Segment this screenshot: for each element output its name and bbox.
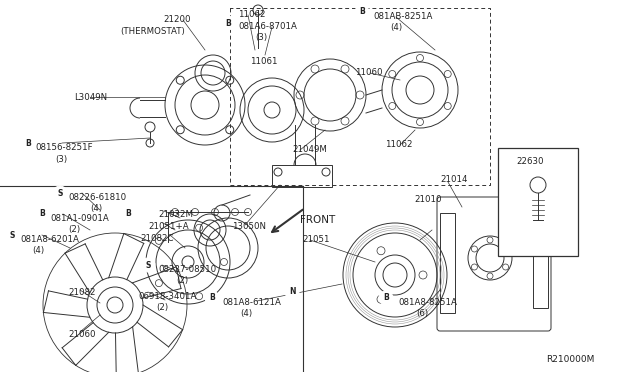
Text: 08226-61810: 08226-61810 [68, 193, 126, 202]
Text: 22630: 22630 [516, 157, 543, 166]
Text: (2): (2) [68, 225, 80, 234]
Text: (3): (3) [55, 155, 67, 164]
Text: (4): (4) [390, 23, 402, 32]
Text: 21060: 21060 [68, 330, 95, 339]
Text: B: B [225, 19, 231, 28]
Text: B: B [209, 294, 215, 302]
Text: 21082C: 21082C [140, 234, 173, 243]
Circle shape [141, 258, 155, 272]
Circle shape [205, 291, 219, 305]
Text: S: S [10, 231, 15, 240]
Circle shape [21, 136, 35, 150]
Text: FRONT: FRONT [300, 215, 335, 225]
Text: L3049N: L3049N [74, 93, 107, 102]
Text: (2): (2) [176, 276, 188, 285]
Text: 11062: 11062 [385, 140, 413, 149]
Circle shape [379, 291, 393, 305]
Text: N: N [289, 288, 295, 296]
Text: 081A1-0901A: 081A1-0901A [50, 214, 109, 223]
Text: (4): (4) [32, 246, 44, 255]
Text: 06918-3401A: 06918-3401A [138, 292, 196, 301]
Text: B: B [383, 294, 389, 302]
FancyBboxPatch shape [437, 197, 551, 331]
Text: (6): (6) [416, 309, 428, 318]
Text: 21051: 21051 [302, 235, 330, 244]
FancyBboxPatch shape [272, 165, 332, 187]
Text: B: B [39, 209, 45, 218]
Bar [498, 148, 578, 256]
Circle shape [53, 186, 67, 200]
Circle shape [5, 228, 19, 242]
Text: 081A8-8251A: 081A8-8251A [398, 298, 457, 307]
Circle shape [221, 16, 235, 30]
Text: B: B [25, 138, 31, 148]
Text: 13050N: 13050N [232, 222, 266, 231]
Text: 21010: 21010 [414, 195, 442, 204]
Text: (2): (2) [156, 303, 168, 312]
Text: B: B [125, 209, 131, 218]
Text: (THERMOSTAT): (THERMOSTAT) [120, 27, 185, 36]
Text: (4): (4) [240, 309, 252, 318]
Text: (4): (4) [90, 204, 102, 213]
Circle shape [285, 285, 299, 299]
Circle shape [355, 5, 369, 19]
Text: 21049M: 21049M [292, 145, 327, 154]
Text: 081A6-8701A: 081A6-8701A [238, 22, 297, 31]
Bar [533, 218, 548, 308]
Circle shape [35, 207, 49, 221]
Text: 21014: 21014 [440, 175, 467, 184]
Circle shape [121, 207, 135, 221]
Text: 081AB-8251A: 081AB-8251A [373, 12, 433, 21]
Text: 21032M: 21032M [158, 210, 193, 219]
Text: 21082: 21082 [68, 288, 95, 297]
Text: 08156-8251F: 08156-8251F [35, 143, 93, 152]
Text: 08237-08510: 08237-08510 [158, 265, 216, 274]
Text: 081A8-6121A: 081A8-6121A [222, 298, 281, 307]
Text: S: S [145, 260, 150, 269]
Text: S: S [58, 189, 63, 198]
Text: R210000M: R210000M [546, 355, 595, 364]
Text: 21200: 21200 [163, 15, 191, 24]
Bar [440, 213, 455, 313]
Text: 081A8-6201A: 081A8-6201A [20, 235, 79, 244]
Text: 11060: 11060 [355, 68, 383, 77]
Text: 11061: 11061 [250, 57, 278, 66]
Text: 11062: 11062 [238, 10, 266, 19]
Text: B: B [359, 7, 365, 16]
Text: (3): (3) [255, 33, 267, 42]
Text: 21051+A: 21051+A [148, 222, 189, 231]
